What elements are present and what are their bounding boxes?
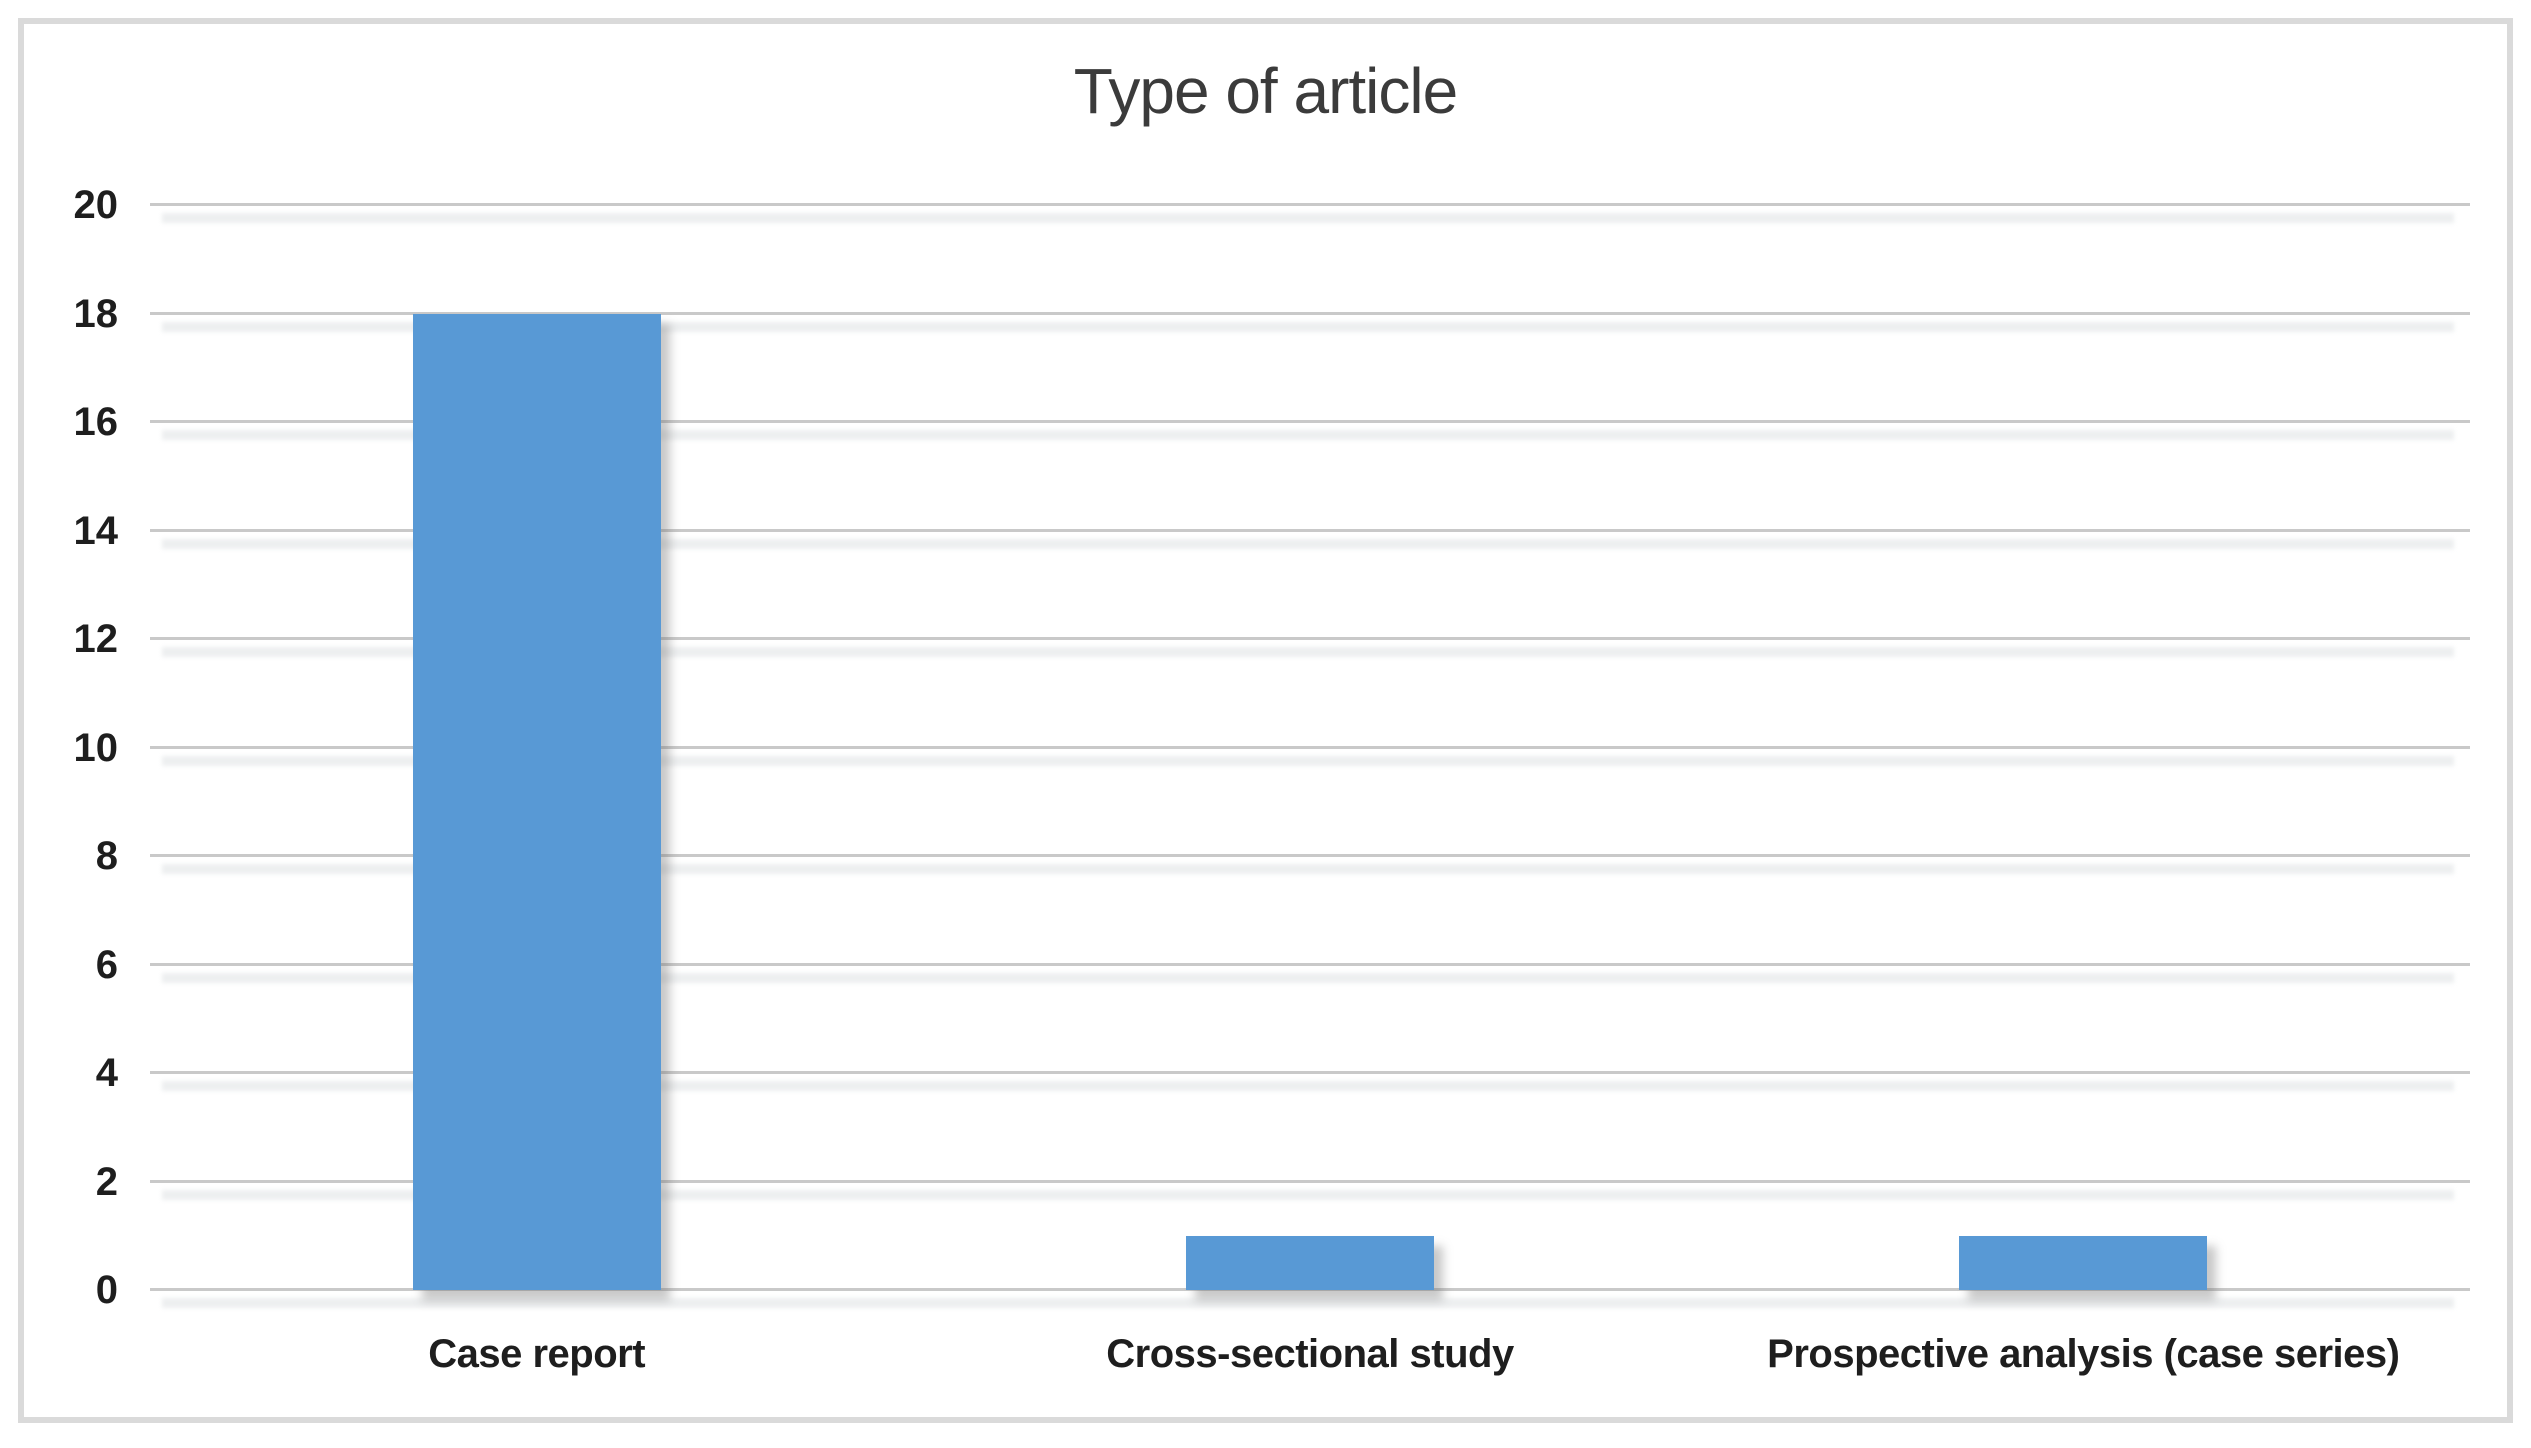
x-tick-label-cross-sectional-study: Cross-sectional study [1106,1332,1514,1376]
y-tick-label-12: 12 [73,617,119,661]
y-tick-label-20: 20 [73,183,119,227]
x-axis-category-labels: Case report Cross-sectional study Prospe… [150,1332,2470,1377]
plot-area [150,205,2470,1290]
y-axis-tick-labels: 20 18 16 14 12 10 8 6 4 2 0 [0,178,119,1317]
y-tick-label-16: 16 [73,400,119,444]
y-tick-label-2: 2 [95,1159,118,1204]
y-tick-label-18: 18 [73,291,119,336]
y-tick-label-4: 4 [95,1051,118,1095]
bar-slot [150,205,923,1290]
chart-title: Type of article [1073,55,1458,127]
bar-case-report [412,313,661,1290]
y-tick-label-14: 14 [73,508,119,553]
bar-slot [923,205,1696,1290]
y-tick-label-8: 8 [95,834,118,878]
bar-prospective-analysis [1959,1235,2208,1290]
x-tick-label-prospective-analysis: Prospective analysis (case series) [1767,1332,2400,1376]
x-tick-label-case-report: Case report [428,1332,646,1376]
bar-slot [1697,205,2470,1290]
bar-cross-sectional-study [1185,1235,1434,1290]
y-tick-label-0: 0 [95,1268,118,1312]
y-tick-label-10: 10 [73,725,119,770]
y-tick-label-6: 6 [95,942,118,987]
